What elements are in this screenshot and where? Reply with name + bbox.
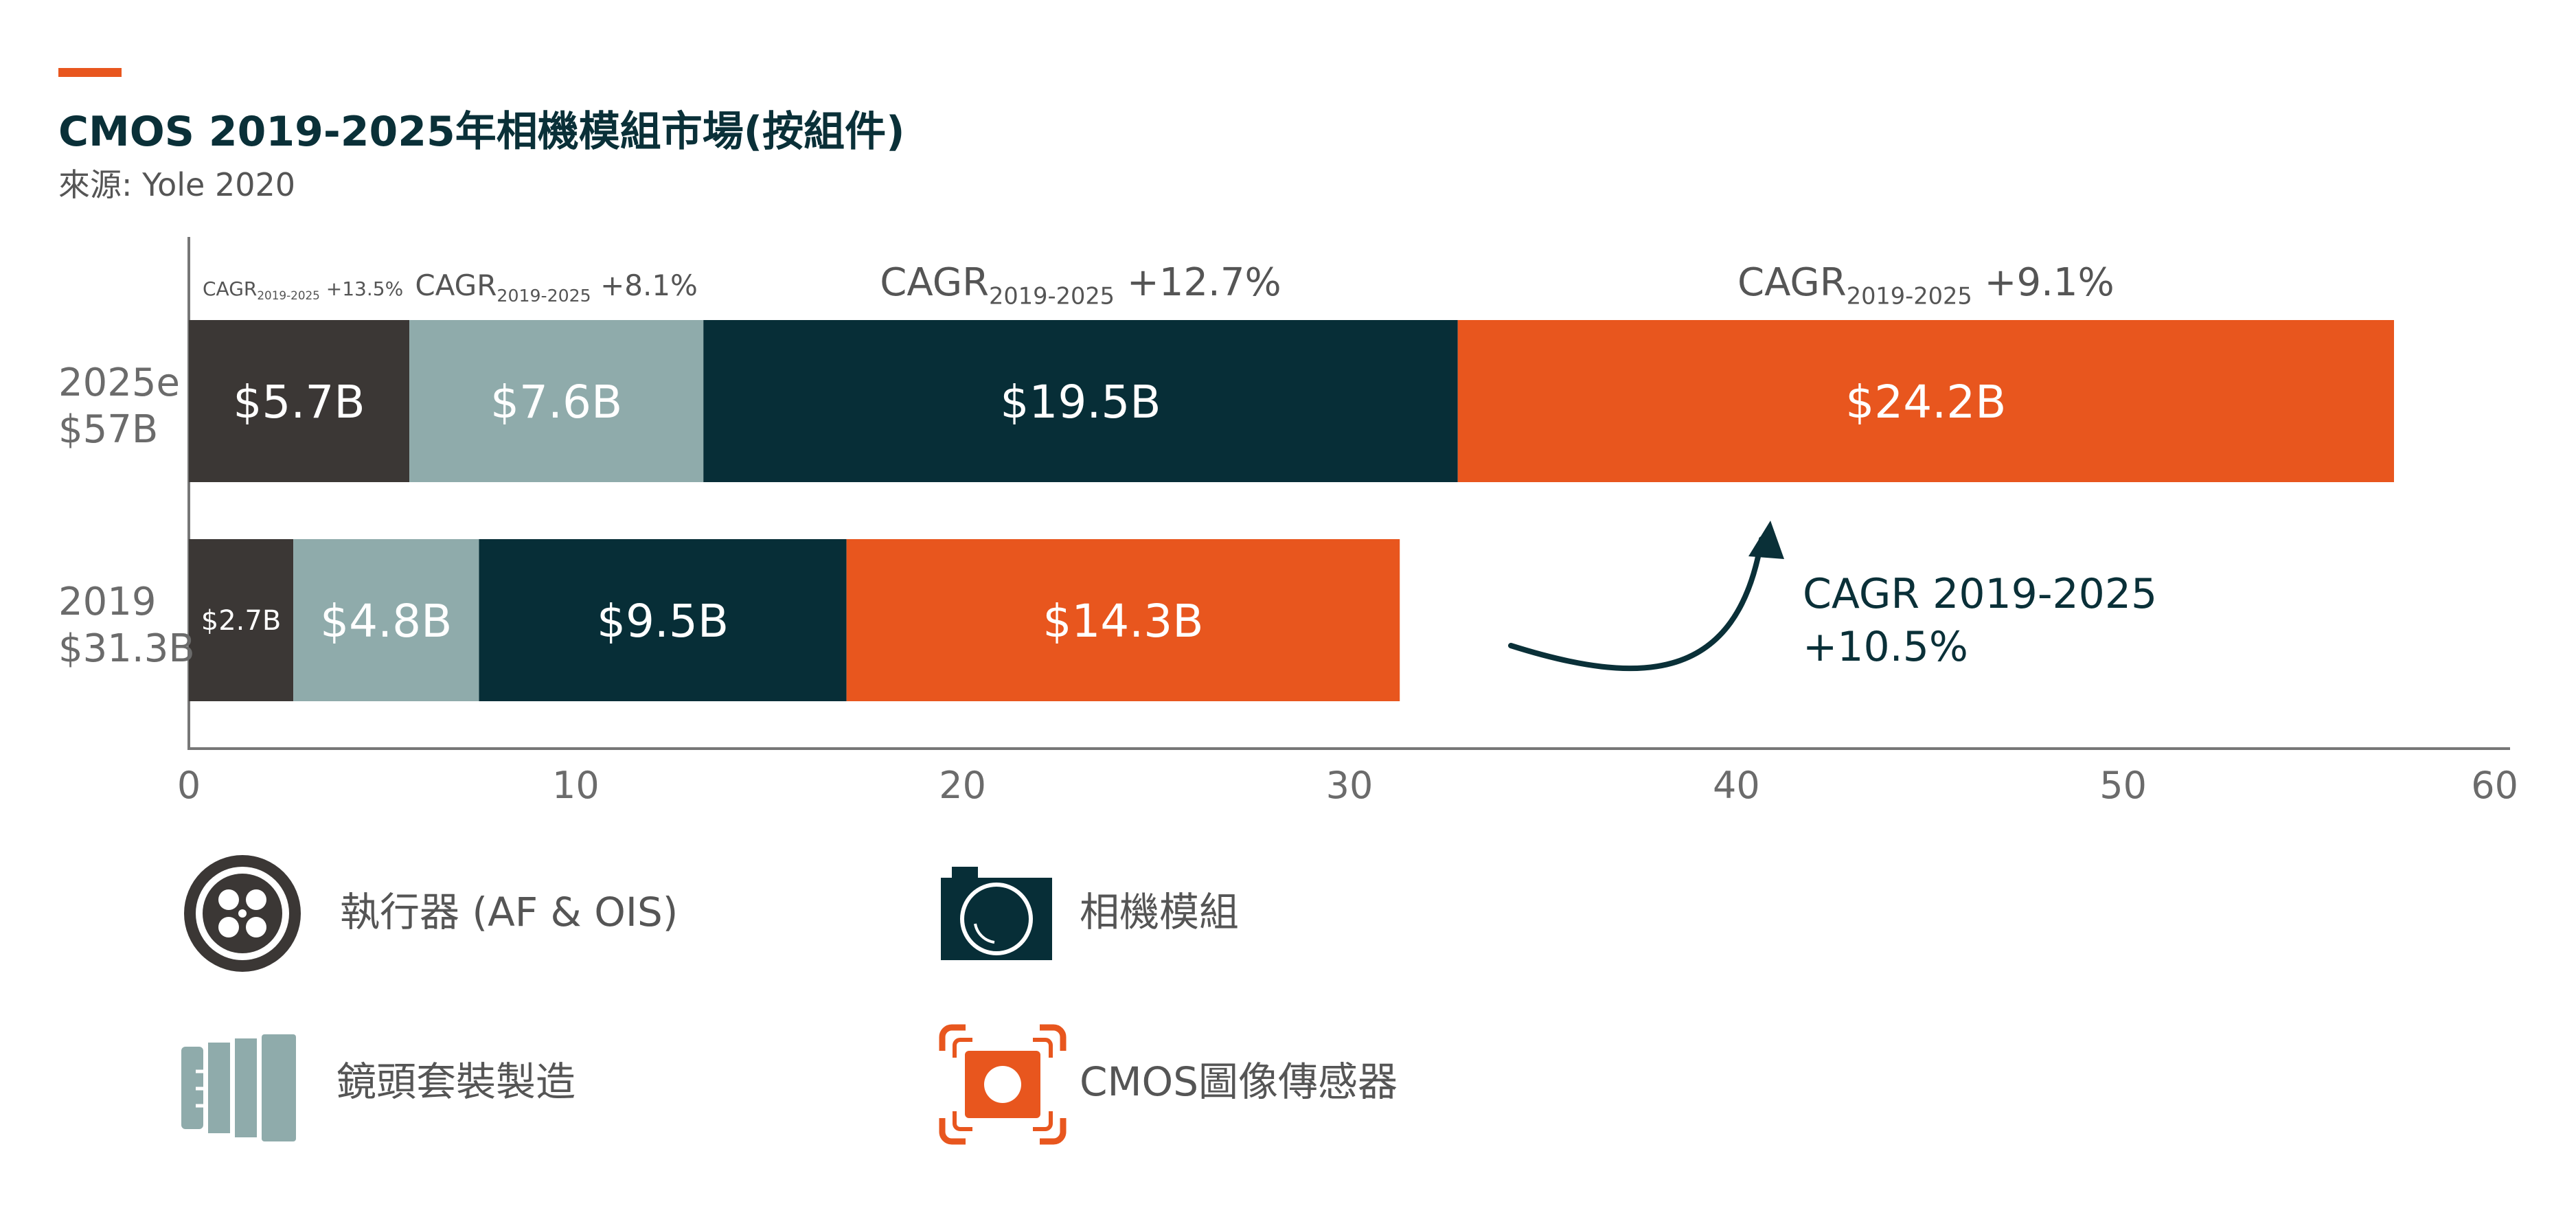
cagr-label: CAGR2019-2025 +13.5% <box>203 277 403 302</box>
legend-label-cmos: CMOS圖像傳感器 <box>1080 1058 1398 1105</box>
x-tick-label: 50 <box>2099 764 2147 807</box>
cmos-sensor-icon <box>939 1024 1067 1145</box>
category-year-label: 2019 <box>58 580 157 624</box>
legend-label-actuator: 執行器 (AF & OIS) <box>340 889 678 935</box>
category-total-label: $31.3B <box>58 626 195 671</box>
bar-segment <box>409 320 704 482</box>
lens-assembly-icon <box>181 1034 296 1141</box>
category-labels-group: 2025e$57B 2019$31.3B <box>58 361 195 671</box>
bars-group: $5.7B $7.6B $19.5B $24.2B $2.7B $4.8B $9.5B $14… <box>189 320 2394 701</box>
bar-segment <box>189 539 294 701</box>
legend-label-lens: 鏡頭套裝製造 <box>337 1058 575 1105</box>
x-tick-label: 40 <box>1713 764 1760 807</box>
bar-value-label: $7.6B <box>490 376 622 429</box>
cagr-label: CAGR2019-2025 +12.7% <box>880 260 1281 309</box>
overall-cagr-line1: CAGR 2019-2025 <box>1803 570 2157 618</box>
legend-label-camera-module: 相機模組 <box>1080 889 1239 935</box>
category-total-label: $57B <box>58 407 158 452</box>
bar-value-label: $2.7B <box>201 605 282 637</box>
growth-arrow-curve <box>1508 536 1764 672</box>
bar-value-label: $24.2B <box>1845 376 2006 429</box>
overall-cagr-line2: +10.5% <box>1803 623 1968 671</box>
x-tick-label: 60 <box>2471 764 2518 807</box>
growth-arrow-head <box>1748 521 1784 559</box>
x-tick-label: 0 <box>177 764 201 807</box>
cagr-label: CAGR2019-2025 +9.1% <box>1737 260 2115 309</box>
legend: 執行器 (AF & OIS) 相機模組 鏡頭套裝製造 <box>181 855 1398 1145</box>
bar-segment <box>479 539 847 701</box>
cagr-labels-group: CAGR2019-2025 +13.5% CAGR2019-2025 +8.1% C… <box>203 260 2115 309</box>
bar-segment <box>703 320 1458 482</box>
cagr-label: CAGR2019-2025 +8.1% <box>415 269 698 306</box>
chart-title: CMOS 2019-2025年相機模組市場(按組件) <box>58 108 905 156</box>
bar-segment <box>189 320 410 482</box>
category-year-label: 2025e <box>58 361 180 405</box>
overall-cagr-annotation: CAGR 2019-2025 +10.5% <box>1508 521 2157 672</box>
accent-bar <box>58 68 122 77</box>
x-tick-label: 10 <box>552 764 600 807</box>
x-tick-label: 30 <box>1326 764 1374 807</box>
x-tick-label: 20 <box>939 764 986 807</box>
bar-value-label: $14.3B <box>1042 595 1203 648</box>
x-ticks-group: 0 10 20 30 40 50 60 <box>177 764 2518 807</box>
plot-area: $5.7B $7.6B $19.5B $24.2B $2.7B $4.8B $9.5B $14… <box>58 237 2518 807</box>
bar-segment <box>1457 320 2394 482</box>
bar-value-label: $5.7B <box>233 376 365 429</box>
bar-segment <box>293 539 479 701</box>
chart-source: 來源: Yole 2020 <box>58 166 295 203</box>
bar-value-label: $9.5B <box>597 595 729 648</box>
camera-module-icon <box>941 867 1052 960</box>
actuator-icon <box>184 855 301 972</box>
bar-value-label: $19.5B <box>1000 376 1161 429</box>
bar-segment <box>846 539 1400 701</box>
bar-value-label: $4.8B <box>320 595 452 648</box>
